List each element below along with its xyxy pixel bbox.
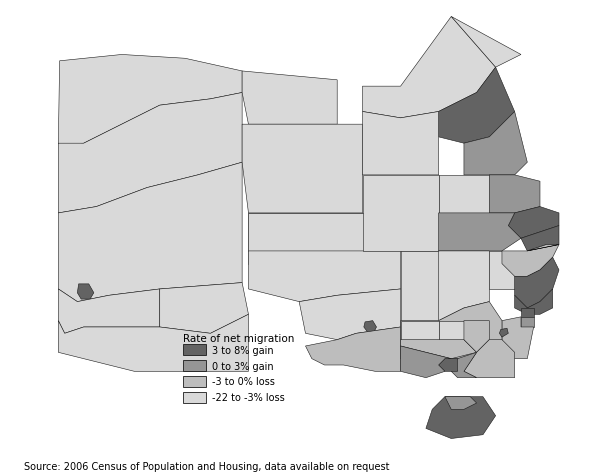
Polygon shape [299,289,401,340]
Polygon shape [502,245,559,277]
Polygon shape [401,321,439,340]
Polygon shape [439,68,514,144]
Polygon shape [159,283,249,334]
Polygon shape [58,315,249,372]
Polygon shape [502,317,533,359]
Polygon shape [401,302,502,359]
Text: -3 to 0% loss: -3 to 0% loss [212,377,275,387]
Polygon shape [499,328,508,337]
Polygon shape [242,72,337,125]
Polygon shape [464,112,527,176]
Polygon shape [362,112,439,176]
Text: -22 to -3% loss: -22 to -3% loss [212,393,285,403]
Polygon shape [508,207,559,239]
Polygon shape [58,55,242,150]
Text: Rate of net migration: Rate of net migration [183,334,295,344]
Polygon shape [514,289,553,315]
Polygon shape [58,163,242,302]
Polygon shape [452,353,477,378]
Polygon shape [489,251,527,289]
Polygon shape [445,397,477,409]
Polygon shape [58,93,242,213]
Bar [183,345,206,356]
Polygon shape [249,251,401,302]
Polygon shape [242,125,362,213]
Text: 3 to 8% gain: 3 to 8% gain [212,345,274,355]
Polygon shape [306,327,401,372]
Text: Source: 2006 Census of Population and Housing, data available on request: Source: 2006 Census of Population and Ho… [24,461,390,471]
Polygon shape [249,213,362,264]
Polygon shape [464,340,514,378]
Polygon shape [362,176,439,251]
Polygon shape [521,226,559,251]
Polygon shape [439,321,464,340]
Polygon shape [426,397,496,438]
Polygon shape [514,258,559,308]
Text: 0 to 3% gain: 0 to 3% gain [212,361,274,371]
Bar [183,377,206,387]
Polygon shape [489,176,540,213]
Polygon shape [439,176,489,213]
Polygon shape [521,317,533,327]
Polygon shape [521,308,533,317]
Bar [183,392,206,403]
Polygon shape [439,213,521,251]
Polygon shape [58,289,159,334]
Polygon shape [364,321,376,332]
Polygon shape [439,251,489,321]
Polygon shape [464,321,489,353]
Bar [183,360,206,371]
Polygon shape [401,251,439,321]
Polygon shape [439,359,461,372]
Polygon shape [401,340,477,359]
Polygon shape [452,18,521,68]
Polygon shape [78,284,94,299]
Polygon shape [401,346,452,378]
Polygon shape [362,18,496,119]
Polygon shape [249,213,401,251]
